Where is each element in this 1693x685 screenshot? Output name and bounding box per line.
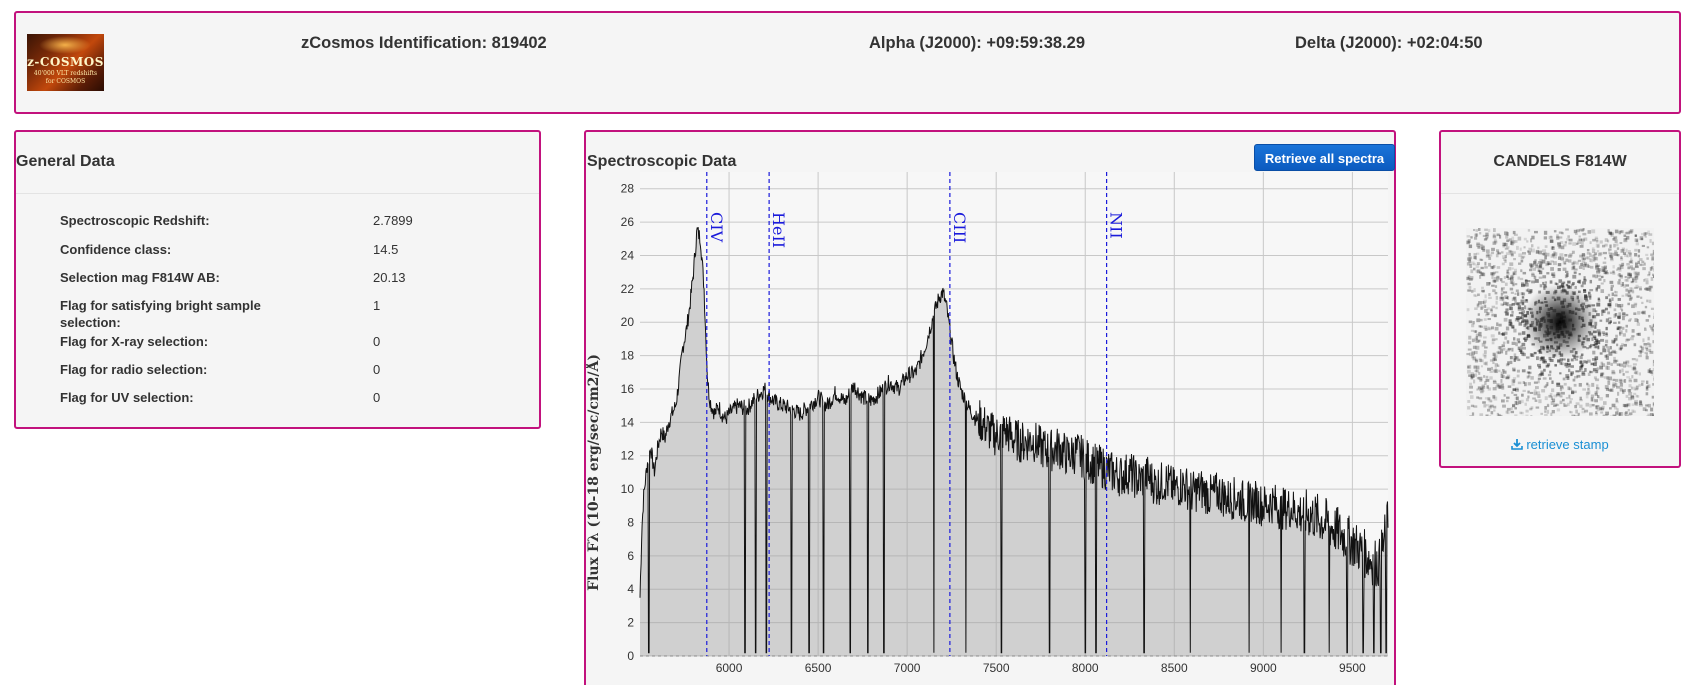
y-tick-label: 8 (627, 515, 634, 529)
spectrum-line (639, 227, 1389, 654)
candels-stamp-image[interactable] (1466, 228, 1654, 416)
stamp-noise (1466, 228, 1654, 416)
emission-line-label: HeII (769, 212, 788, 248)
logo-title: z-COSMOS (27, 55, 104, 69)
logo-subtitle: 40'000 VLT redshifts (33, 70, 98, 77)
row-value: 0 (373, 334, 381, 349)
divider (16, 193, 539, 194)
row-value: 14.5 (373, 242, 399, 257)
x-tick-label: 8000 (1072, 661, 1099, 675)
y-axis-label: Flux Fλ (10-18 erg/sec/cm2/Å) (586, 354, 602, 591)
y-tick-label: 16 (621, 382, 635, 396)
emission-line-label: CIV (707, 212, 726, 243)
object-header: z-COSMOS 40'000 VLT redshifts for COSMOS… (14, 11, 1681, 114)
row-label: Spectroscopic Redshift: (60, 213, 210, 228)
x-tick-label: 7000 (894, 661, 921, 675)
y-tick-label: 28 (621, 182, 635, 196)
zcosmos-logo: z-COSMOS 40'000 VLT redshifts for COSMOS (27, 34, 104, 91)
row-label: Flag for satisfying bright sample select… (60, 298, 261, 330)
row-value: 1 (373, 298, 381, 313)
alpha-coordinate: Alpha (J2000): +09:59:38.29 (869, 34, 1085, 52)
y-tick-label: 24 (621, 248, 635, 262)
y-tick-label: 12 (621, 449, 635, 463)
y-tick-label: 0 (627, 649, 634, 663)
y-tick-label: 2 (627, 616, 634, 630)
divider (1441, 193, 1679, 194)
delta-coordinate: Delta (J2000): +02:04:50 (1295, 34, 1483, 52)
row-value: 0 (373, 362, 381, 377)
x-tick-label: 7500 (983, 661, 1010, 675)
row-label: Selection mag F814W AB: (60, 270, 220, 285)
emission-line-label: CIII (950, 212, 969, 243)
retrieve-all-spectra-button[interactable]: Retrieve all spectra (1254, 144, 1395, 171)
row-value: 0 (373, 390, 381, 405)
y-tick-label: 22 (621, 282, 635, 296)
y-tick-label: 14 (621, 415, 635, 429)
x-tick-label: 9500 (1339, 661, 1366, 675)
zcosmos-identification: zCosmos Identification: 819402 (301, 34, 547, 52)
logo-subtitle-2: for COSMOS (45, 78, 86, 85)
row-value: 2.7899 (373, 213, 413, 228)
row-label: Flag for UV selection: (60, 390, 194, 405)
y-tick-label: 10 (621, 482, 635, 496)
general-data-panel: General Data Spectroscopic Redshift: 2.7… (14, 130, 541, 429)
stamp-source (1522, 284, 1598, 360)
y-tick-label: 20 (621, 315, 635, 329)
general-data-title: General Data (16, 153, 115, 170)
row-label: Flag for X-ray selection: (60, 334, 209, 349)
candels-panel: CANDELS F814W retrieve stamp (1439, 130, 1681, 468)
spectroscopic-data-title: Spectroscopic Data (587, 153, 737, 170)
y-tick-label: 18 (621, 349, 635, 363)
row-value: 20.13 (373, 270, 406, 285)
x-tick-label: 8500 (1161, 661, 1188, 675)
y-tick-label: 26 (621, 215, 635, 229)
emission-line-label: NII (1107, 212, 1126, 239)
retrieve-stamp-link[interactable]: retrieve stamp (1441, 437, 1679, 452)
download-icon (1511, 439, 1524, 450)
retrieve-stamp-label: retrieve stamp (1526, 437, 1609, 452)
candels-title: CANDELS F814W (1493, 153, 1627, 170)
row-label: Confidence class: (60, 242, 172, 257)
spectroscopic-data-panel: Spectroscopic Data Retrieve all spectra … (584, 130, 1396, 685)
x-tick-label: 6000 (716, 661, 743, 675)
row-label: Flag for radio selection: (60, 362, 208, 377)
y-tick-label: 4 (627, 582, 634, 596)
x-tick-label: 6500 (805, 661, 832, 675)
y-tick-label: 6 (627, 549, 634, 563)
x-tick-label: 9000 (1250, 661, 1277, 675)
